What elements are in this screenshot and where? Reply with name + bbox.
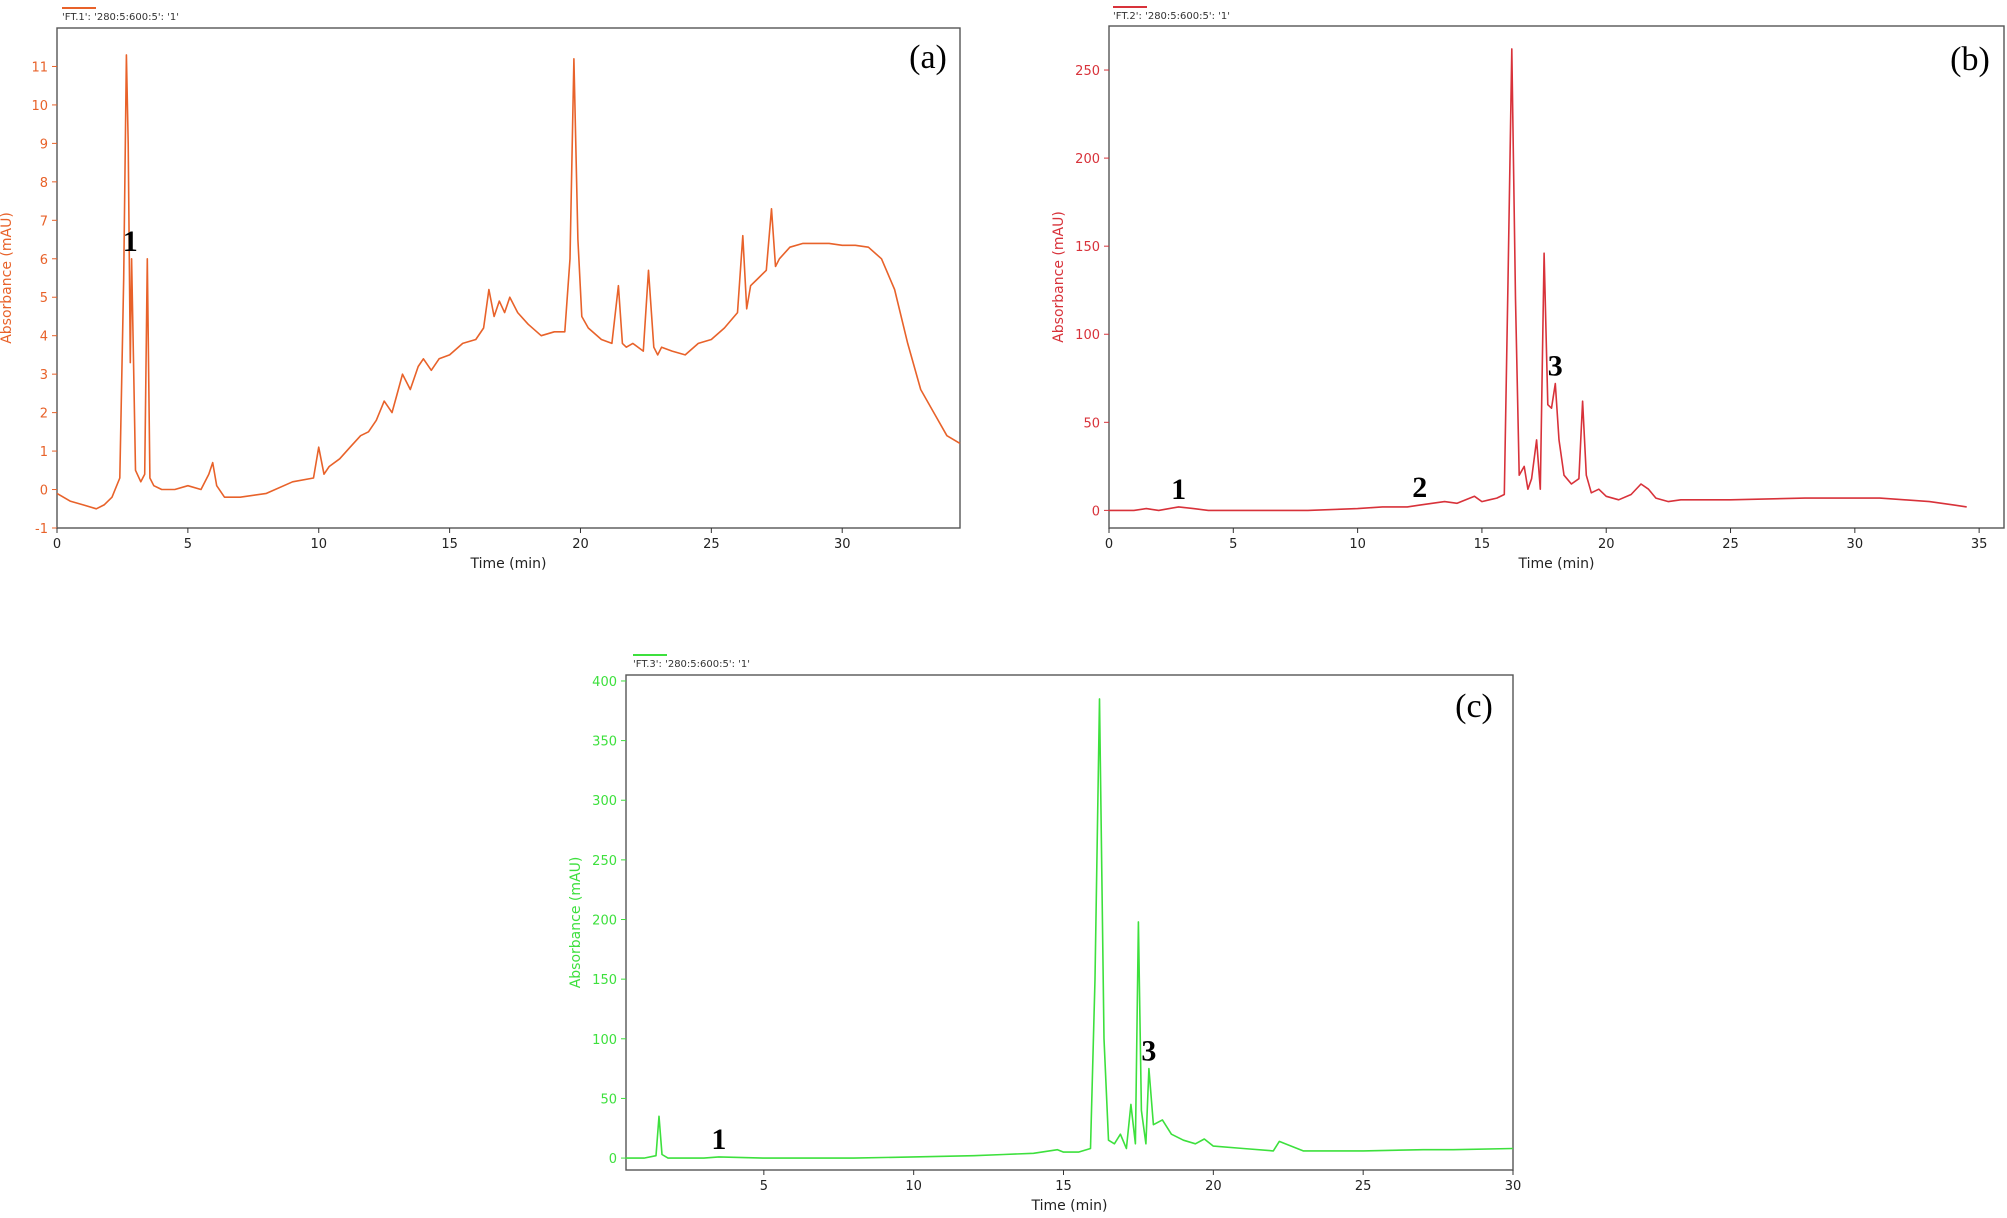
y-tick-label: 100 bbox=[1075, 328, 1100, 343]
x-tick-label: 10 bbox=[310, 537, 327, 552]
peak-annotation-1: 1 bbox=[123, 225, 138, 258]
x-tick-label: 5 bbox=[760, 1179, 768, 1194]
peak-annotation-1: 1 bbox=[1171, 473, 1186, 506]
legend-entry: 'FT.1': '280:5:600:5': '1' bbox=[62, 12, 179, 23]
y-tick-label: 400 bbox=[592, 675, 617, 690]
legend-entry: 'FT.2': '280:5:600:5': '1' bbox=[1113, 11, 1230, 22]
x-tick-label: 15 bbox=[441, 537, 458, 552]
y-tick-label: 350 bbox=[592, 735, 617, 750]
y-tick-label: 8 bbox=[40, 176, 48, 191]
x-axis-title: Time (min) bbox=[1517, 556, 1594, 572]
peak-annotation-3: 3 bbox=[1548, 350, 1563, 383]
panel-label: (b) bbox=[1950, 41, 1990, 78]
y-axis-title: Absorbance (mAU) bbox=[0, 212, 15, 344]
peak-annotation-3: 3 bbox=[1141, 1035, 1156, 1068]
panel-label: (c) bbox=[1455, 688, 1493, 725]
x-tick-label: 20 bbox=[1205, 1179, 1222, 1194]
y-tick-label: 10 bbox=[31, 99, 48, 114]
plot-frame bbox=[56, 27, 961, 529]
x-tick-label: 0 bbox=[53, 537, 61, 552]
y-tick-label: 0 bbox=[609, 1152, 617, 1167]
peak-annotation-2: 2 bbox=[1412, 471, 1427, 504]
plot-frame bbox=[625, 674, 1514, 1171]
y-tick-label: 2 bbox=[40, 407, 48, 422]
y-tick-label: 11 bbox=[31, 60, 48, 75]
x-tick-label: 20 bbox=[1598, 537, 1615, 552]
y-tick-label: 3 bbox=[40, 368, 48, 383]
y-tick-label: 50 bbox=[600, 1092, 617, 1107]
series-line-1 bbox=[1109, 48, 1967, 512]
x-tick-label: 25 bbox=[1722, 537, 1739, 552]
y-axis-title: Absorbance (mAU) bbox=[568, 857, 584, 989]
y-tick-label: 9 bbox=[40, 137, 48, 152]
y-tick-label: 100 bbox=[592, 1033, 617, 1048]
x-tick-label: 35 bbox=[1971, 537, 1988, 552]
y-tick-label: 0 bbox=[1092, 504, 1100, 519]
y-tick-label: -1 bbox=[35, 522, 48, 537]
y-tick-label: 300 bbox=[592, 794, 617, 809]
x-axis-title: Time (min) bbox=[1030, 1198, 1107, 1214]
x-tick-label: 30 bbox=[834, 537, 851, 552]
x-tick-label: 10 bbox=[1349, 537, 1366, 552]
chart-panel-1: 'FT.1': '280:5:600:5': '1'-1012345678910… bbox=[0, 7, 961, 572]
peak-annotation-1: 1 bbox=[711, 1123, 726, 1156]
series-line-1 bbox=[626, 698, 1514, 1159]
y-axis-title: Absorbance (mAU) bbox=[1051, 211, 1067, 343]
y-tick-label: 150 bbox=[592, 973, 617, 988]
y-tick-label: 0 bbox=[40, 484, 48, 499]
x-tick-label: 0 bbox=[1105, 537, 1113, 552]
x-tick-label: 5 bbox=[184, 537, 192, 552]
y-tick-label: 1 bbox=[40, 445, 48, 460]
x-tick-label: 10 bbox=[905, 1179, 922, 1194]
x-tick-label: 20 bbox=[572, 537, 589, 552]
x-axis-title: Time (min) bbox=[469, 556, 546, 572]
x-tick-label: 30 bbox=[1505, 1179, 1522, 1194]
y-tick-label: 5 bbox=[40, 291, 48, 306]
y-tick-label: 7 bbox=[40, 214, 48, 229]
x-tick-label: 15 bbox=[1474, 537, 1491, 552]
chart-panel-2: 'FT.2': '280:5:600:5': '1'05010015020025… bbox=[1051, 6, 2005, 572]
legend-entry: 'FT.3': '280:5:600:5': '1' bbox=[633, 659, 750, 670]
x-tick-label: 25 bbox=[703, 537, 720, 552]
x-tick-label: 30 bbox=[1847, 537, 1864, 552]
y-tick-label: 250 bbox=[592, 854, 617, 869]
y-tick-label: 4 bbox=[40, 330, 48, 345]
y-tick-label: 250 bbox=[1075, 64, 1100, 79]
y-tick-label: 200 bbox=[1075, 152, 1100, 167]
chart-panel-3: 'FT.3': '280:5:600:5': '1' 0 50 100 150 200 25… bbox=[568, 654, 1522, 1214]
y-tick-label: 150 bbox=[1075, 240, 1100, 255]
y-tick-label: 6 bbox=[40, 253, 48, 268]
series-line-1 bbox=[56, 54, 961, 510]
y-tick-label: 50 bbox=[1083, 416, 1100, 431]
panel-label: (a) bbox=[909, 39, 947, 76]
plot-frame bbox=[1108, 25, 2005, 529]
x-tick-label: 15 bbox=[1055, 1179, 1072, 1194]
y-tick-label: 200 bbox=[592, 914, 617, 929]
x-tick-label: 25 bbox=[1355, 1179, 1372, 1194]
x-tick-label: 5 bbox=[1229, 537, 1237, 552]
